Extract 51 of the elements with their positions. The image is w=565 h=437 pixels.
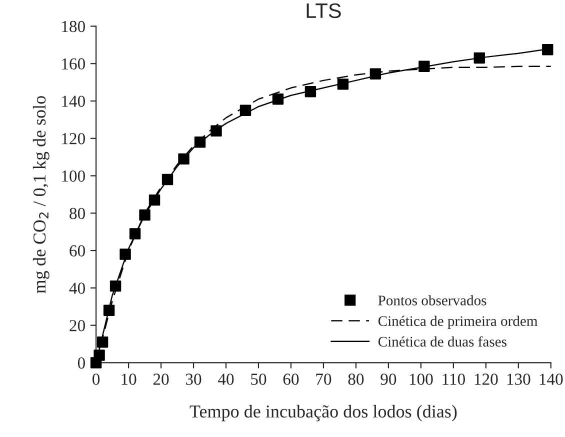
point bbox=[474, 52, 486, 64]
y-axis-title: mg de CO$_{2}$ / 0,1 kg de solo bbox=[32, 96, 50, 294]
point bbox=[162, 174, 174, 186]
point bbox=[120, 248, 131, 260]
y-tick-label: 180 bbox=[62, 20, 85, 32]
point bbox=[210, 125, 222, 137]
point bbox=[304, 86, 316, 98]
point bbox=[129, 228, 141, 240]
point bbox=[370, 68, 382, 80]
point bbox=[178, 153, 190, 165]
point bbox=[96, 336, 108, 348]
x-tick-label: 20 bbox=[153, 374, 169, 385]
x-axis-title: Tempo de incubação dos lodos (dias) bbox=[190, 404, 457, 422]
y-tick-label: 80 bbox=[70, 208, 85, 220]
point bbox=[103, 304, 115, 316]
x-tick-label: 50 bbox=[251, 374, 266, 385]
x-tick-label: 130 bbox=[507, 374, 530, 385]
point bbox=[148, 194, 160, 206]
x-tick-label: 0 bbox=[92, 374, 100, 385]
x-tick-label: 100 bbox=[410, 374, 433, 385]
y-tick-label: 100 bbox=[62, 170, 85, 182]
x-tick-label: 70 bbox=[316, 374, 332, 385]
point bbox=[337, 78, 349, 90]
point bbox=[240, 104, 252, 116]
x-tick-label: 40 bbox=[218, 374, 234, 385]
point bbox=[94, 350, 105, 361]
point bbox=[110, 280, 122, 292]
x-tick-label: 10 bbox=[122, 374, 136, 385]
point bbox=[542, 44, 554, 56]
point bbox=[139, 209, 150, 221]
x-tick-label: 60 bbox=[283, 374, 299, 385]
y-tick-label: 40 bbox=[69, 282, 85, 294]
legend-label: Pontos observados bbox=[378, 295, 486, 306]
y-tick-label: 160 bbox=[62, 58, 85, 70]
chart-title: LTS bbox=[306, 3, 341, 18]
x-tick-label: 80 bbox=[348, 374, 364, 385]
legend-label: Cinética de duas fases bbox=[378, 336, 506, 347]
x-tick-label: 140 bbox=[540, 374, 563, 385]
legend-label: Cinética de primeira ordem bbox=[378, 316, 538, 329]
x-tick-label: 120 bbox=[474, 374, 498, 385]
y-tick-label: 120 bbox=[62, 133, 85, 144]
y-tick-label: 140 bbox=[62, 96, 85, 107]
point bbox=[418, 60, 430, 72]
x-tick-label: 30 bbox=[186, 374, 202, 385]
y-tick-label: 0 bbox=[78, 357, 85, 369]
point bbox=[194, 136, 206, 148]
y-tick-label: 20 bbox=[70, 320, 85, 332]
y-tick-label: 60 bbox=[70, 245, 85, 256]
x-tick-label: 90 bbox=[380, 374, 396, 385]
point bbox=[272, 94, 284, 105]
x-tick-label: 110 bbox=[442, 374, 465, 385]
